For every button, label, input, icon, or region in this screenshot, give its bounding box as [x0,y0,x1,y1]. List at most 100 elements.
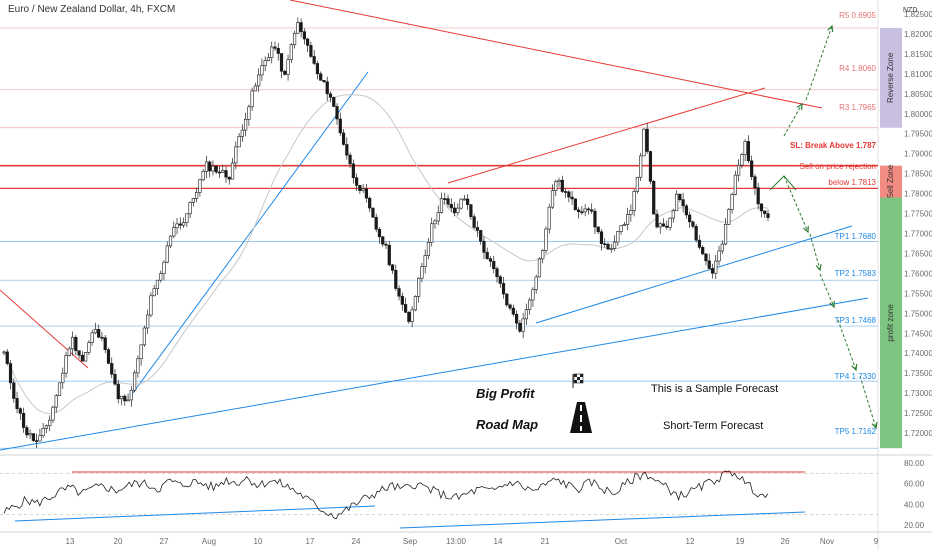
candle-body [606,243,610,250]
candle-body [766,213,770,218]
level-label: TP1 1.7680 [835,232,877,241]
price-tick-label: 1.81500 [904,50,932,59]
candle-body [528,299,532,310]
candle-body [694,226,698,241]
candle-body [44,425,49,429]
price-tick-label: 1.80500 [904,90,932,99]
price-tick-label: 1.72500 [904,409,932,418]
candle-body [368,197,372,209]
candle-body [436,212,440,222]
candle-body [544,228,548,251]
candle-body [717,250,721,262]
candle-body [204,161,209,172]
forecast-arrow [809,233,821,271]
candle-body [234,146,238,164]
price-tick-label: 1.78000 [904,190,932,199]
channel-top-trendline [447,87,766,184]
forecast-arrows [769,24,878,430]
candle-body [61,372,65,384]
time-tick-label: 26 [781,537,790,546]
candle-body [704,253,708,262]
candle-body [319,73,323,81]
rsi-tick-label: 60.00 [904,480,925,489]
candle-body [720,243,724,252]
candle-body [753,176,757,188]
candle-body [737,164,741,176]
candle-body [701,247,705,255]
candle-body [609,248,613,250]
candle-body [361,188,365,191]
candle-body [714,260,718,274]
candle-body [387,244,391,266]
candle-body [583,208,587,213]
price-tick-label: 1.75000 [904,309,932,318]
candle-body [567,191,571,198]
candle-body [740,154,744,166]
candle-body [28,433,32,436]
candle-body [195,192,199,199]
time-tick-label: Nov [820,537,834,546]
candle-body [286,59,290,75]
time-tick-label: 19 [736,537,745,546]
candle-body [626,214,630,225]
candle-body [498,276,502,284]
time-axis[interactable]: 13 20 27 Aug 10 17 24 Sep 13:00 14 21 Oct 12 19 26 Nov 9 [66,537,879,546]
price-tick-label: 1.82500 [904,10,932,19]
candle-body [456,207,460,214]
level-label: TP5 1.7162 [835,427,877,436]
zone-bar [880,197,902,449]
forecast-arrowhead [796,102,803,111]
candle-body [570,196,574,200]
candle-body [622,224,626,226]
checkered-flag-icon [572,373,584,388]
candle-body [325,81,329,95]
candle-body [449,203,453,209]
candle-body [381,236,385,245]
time-tick-label: 17 [306,537,315,546]
level-label: TP2 1.7583 [835,269,877,278]
candle-body [273,46,277,49]
forecast-arrowhead [871,421,878,430]
forecast-pivot [769,175,797,191]
price-tick-label: 1.73000 [904,389,932,398]
candle-body [35,440,39,442]
candle-body [90,332,94,343]
price-tick-label: 1.73500 [904,369,932,378]
price-axis[interactable]: 1.82500 1.82000 1.81500 1.81000 1.80500 1.800… [904,10,932,438]
level-label: R5 0.6905 [839,11,876,20]
rsi-support-line-2 [399,511,806,529]
candle-body [178,223,182,226]
forecast-arrowhead [829,300,835,309]
price-tick-label: 1.78500 [904,170,932,179]
time-tick-label: 9 [874,537,879,546]
support-trendline [535,225,853,324]
forecast-arrow [859,375,877,429]
candle-body [403,304,408,313]
candle-body [93,329,98,334]
candle-body [652,181,656,215]
candle-body [302,31,306,40]
candle-body [655,213,659,228]
candle-body [103,337,107,350]
candle-body [250,90,254,108]
rsi-tick-label: 40.00 [904,500,925,509]
candle-body [165,245,169,263]
level-label: R4 1.8060 [839,64,876,73]
candle-body [270,46,274,58]
zone-label: Reverse Zone [886,52,895,103]
candle-body [266,57,271,61]
zone-label: Sell Zone [886,164,895,198]
candle-body [18,408,22,414]
price-tick-label: 1.77500 [904,210,932,219]
candle-body [15,398,19,409]
price-tick-label: 1.76500 [904,249,932,258]
candle-body [116,383,120,400]
candle-body [214,165,218,173]
candle-body [599,231,604,244]
price-tick-label: 1.77000 [904,229,932,238]
long-support-trendline [0,297,869,451]
candle-body [279,53,284,72]
candle-body [355,177,359,186]
time-tick-label: 27 [160,537,169,546]
candle-body [501,283,506,295]
